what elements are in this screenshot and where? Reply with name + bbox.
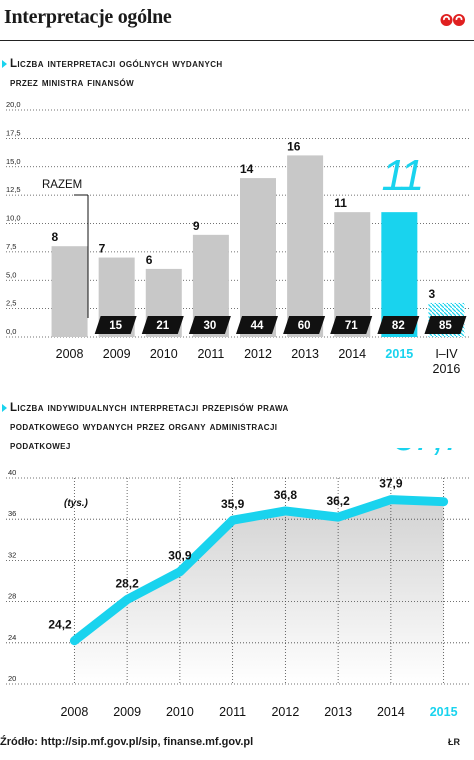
point-value-label: 28,2 — [115, 577, 139, 591]
bar — [287, 155, 324, 337]
line-chart-title-line: podatkowego wydanych przez organy admini… — [10, 421, 278, 433]
cumulative-label: 15 — [109, 320, 122, 332]
section-bullet-icon — [2, 60, 7, 68]
cumulative-box — [236, 316, 278, 334]
bar-value-label: 11 — [334, 196, 347, 210]
x-tick-label: 2010 — [150, 347, 178, 361]
y-tick-label: 15,0 — [6, 157, 21, 166]
line-chart: 20 24 28 32 36 40 (tys.) 24,2 2008 28,2 2009 30,9 20… — [6, 448, 470, 719]
cumulative-box — [94, 316, 137, 334]
bar-value-label: 11 — [381, 151, 421, 200]
section-bullet-icon — [2, 404, 7, 412]
x-tick-label: 2011 — [219, 705, 246, 719]
bar-value-label: 9 — [193, 219, 200, 233]
point-value-label: 36,8 — [274, 488, 298, 502]
y-tick-label: 40 — [8, 468, 16, 477]
bar-value-label: 7 — [99, 242, 106, 256]
cumulative-label: 82 — [392, 320, 405, 332]
x-tick-label: 2011 — [197, 347, 224, 361]
x-tick-label: 2015 — [385, 347, 413, 361]
y-tick-label: 24 — [8, 633, 16, 642]
cumulative-box — [283, 316, 326, 334]
y-tick-label: 36 — [8, 509, 16, 518]
cumulative-label: 30 — [203, 320, 216, 332]
bar — [51, 246, 88, 337]
y-tick-label: 17,5 — [6, 128, 21, 137]
line-chart-title: Liczba indywidualnych interpretacji prze… — [10, 399, 289, 456]
y-tick-label: 12,5 — [6, 185, 21, 194]
x-tick-label: 2012 — [271, 705, 299, 719]
line-chart-title-line: Liczba indywidualnych interpretacji prze… — [10, 402, 289, 414]
x-tick-label: 2013 — [291, 347, 319, 361]
header-rule — [0, 40, 474, 41]
cumulative-box — [377, 316, 420, 334]
x-tick-label: 2013 — [324, 705, 352, 719]
y-tick-label: 0,0 — [6, 327, 16, 336]
y-tick-label: 32 — [8, 550, 16, 559]
y-tick-label: 20 — [8, 674, 16, 683]
x-tick-label: 2014 — [377, 705, 405, 719]
bar-value-label: 6 — [146, 253, 153, 267]
x-tick-label: I–IV — [435, 347, 458, 361]
x-tick-label: 2016 — [433, 362, 461, 376]
source-note: Źródło: http://sip.mf.gov.pl/sip, finans… — [0, 736, 254, 748]
series-line — [69, 495, 449, 646]
cumulative-box — [141, 316, 184, 334]
y-tick-label: 2,5 — [6, 299, 16, 308]
x-tick-label: 2010 — [166, 705, 194, 719]
y-tick-label: 28 — [8, 592, 16, 601]
cumulative-box — [330, 316, 373, 334]
bar-chart: 0,0 2,5 5,0 7,5 10,0 12,5 15,0 17,5 20,0 8 2008 7 15… — [6, 100, 470, 376]
cumulative-box — [188, 316, 231, 334]
x-tick-label: 2012 — [244, 347, 272, 361]
bar — [240, 178, 276, 337]
point-value-label: 37,9 — [379, 477, 403, 491]
bar-chart-title-line: Liczba interpretacji ogólnych wydanych — [10, 58, 223, 70]
unit-label: (tys.) — [64, 498, 89, 509]
x-tick-label: 2015 — [430, 705, 458, 719]
bar-value-label: 8 — [52, 230, 59, 244]
y-tick-label: 20,0 — [6, 100, 21, 109]
y-tick-label: 5,0 — [6, 270, 16, 279]
x-tick-label: 2014 — [338, 347, 366, 361]
cumulative-box — [424, 316, 467, 334]
bar-value-label: 3 — [428, 287, 435, 301]
page-title: Interpretacje ogólne — [4, 6, 172, 28]
cumulative-label: 85 — [439, 320, 452, 332]
y-tick-label: 10,0 — [6, 214, 21, 223]
x-tick-label: 2009 — [113, 705, 141, 719]
point-value-label: 30,9 — [168, 549, 192, 563]
bar-chart-title-line: przez ministra finansów — [10, 77, 135, 89]
cumulative-label: 60 — [298, 320, 311, 332]
bar-chart-title: Liczba interpretacji ogólnych wydanych p… — [10, 55, 223, 93]
point-value-label: 24,2 — [48, 618, 72, 632]
cumulative-label: 44 — [251, 320, 264, 332]
y-tick-label: 7,5 — [6, 242, 16, 251]
x-tick-label: 2008 — [56, 347, 84, 361]
cumulative-label: 21 — [156, 320, 169, 332]
series-area — [74, 499, 444, 684]
publisher-logo-icon — [440, 14, 465, 26]
cumulative-callout-label: RAZEM — [42, 179, 82, 191]
line-chart-title-line: podatkowej — [10, 440, 71, 452]
point-value-label: 36,2 — [326, 494, 350, 508]
x-tick-label: 2008 — [60, 705, 88, 719]
bar-value-label: 14 — [240, 162, 254, 176]
x-tick-label: 2009 — [103, 347, 131, 361]
bar-value-label: 16 — [287, 139, 301, 153]
point-value-label: 37,7 — [393, 448, 467, 459]
author-initials: ŁR — [448, 737, 460, 747]
cumulative-label: 71 — [345, 320, 358, 332]
point-value-label: 35,9 — [221, 497, 245, 511]
